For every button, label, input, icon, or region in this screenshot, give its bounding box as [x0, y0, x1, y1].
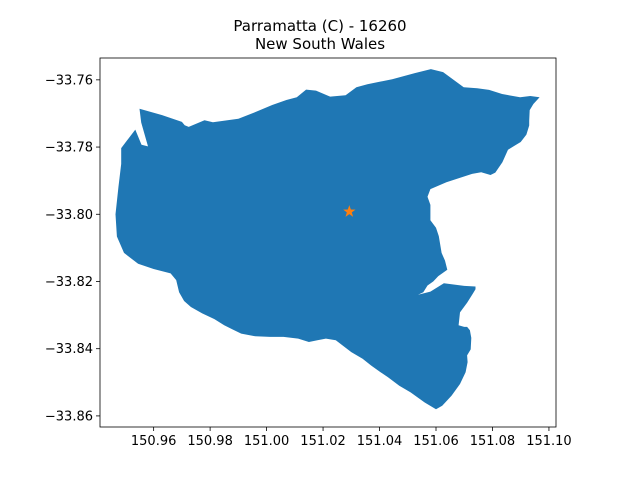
y-tick-label: −33.76	[45, 73, 93, 88]
x-tick-label: 151.00	[244, 434, 290, 449]
x-tick-label: 151.06	[413, 434, 459, 449]
plot-area	[115, 69, 540, 410]
x-tick-label: 151.08	[470, 434, 516, 449]
x-axis: 150.96 150.98 151.00 151.02 151.04 151.06 151.…	[131, 427, 572, 449]
y-tick-label: −33.84	[45, 342, 93, 357]
region-parramatta	[115, 69, 540, 410]
chart-title-line1: Parramatta (C) - 16260	[233, 17, 406, 35]
y-tick-label: −33.80	[45, 208, 93, 223]
y-tick-label: −33.82	[45, 275, 93, 290]
axes-frame	[99, 57, 557, 428]
y-tick-label: −33.78	[45, 141, 93, 156]
x-tick-label: 150.96	[131, 434, 177, 449]
centroid-star-marker	[343, 205, 356, 217]
y-tick-label: −33.86	[45, 409, 93, 424]
x-tick-label: 151.04	[357, 434, 403, 449]
y-axis: −33.76 −33.78 −33.80 −33.82 −33.84 −33.86	[45, 73, 100, 424]
x-tick-label: 151.02	[300, 434, 346, 449]
x-tick-label: 151.10	[526, 434, 572, 449]
chart-title-line2: New South Wales	[255, 35, 385, 53]
x-tick-label: 150.98	[187, 434, 233, 449]
